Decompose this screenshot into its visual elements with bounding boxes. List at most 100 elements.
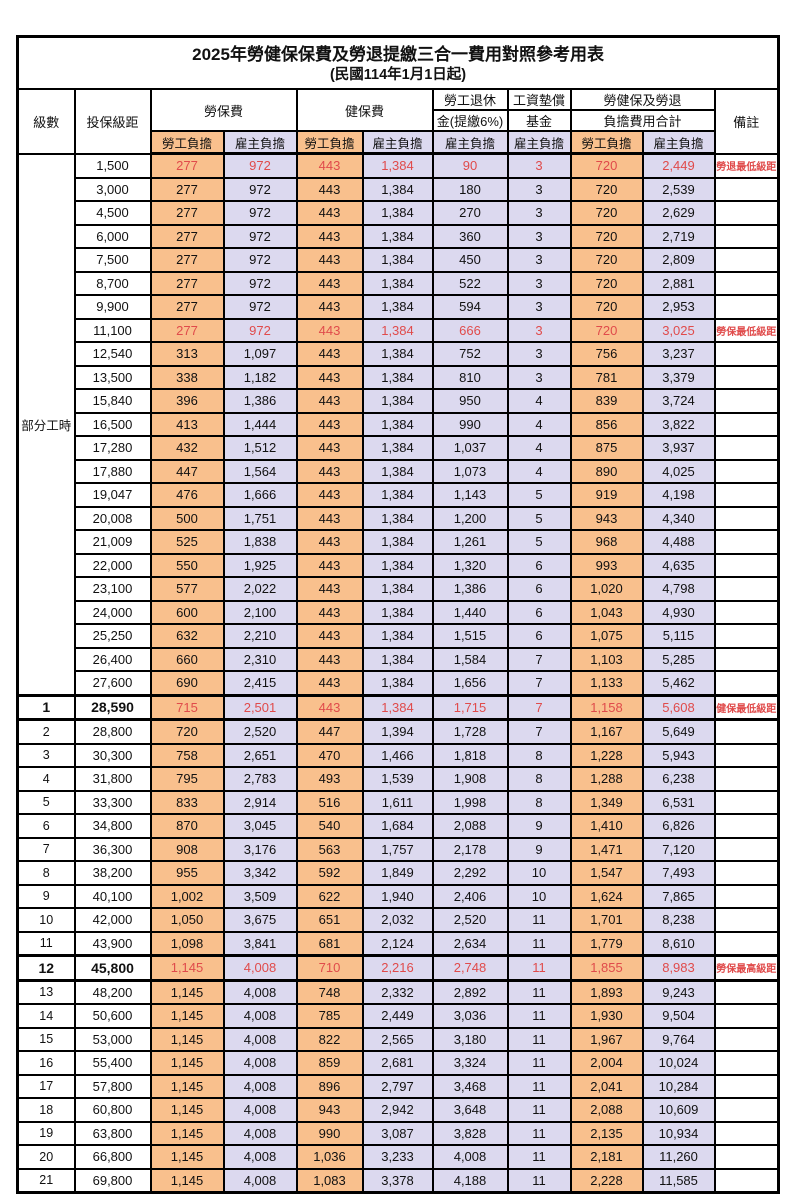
value-cell: 7 <box>506 718 572 745</box>
value-cell: 720 <box>569 176 644 202</box>
value-cell: 3 <box>506 341 572 367</box>
value-cell: 890 <box>569 458 644 484</box>
value-cell: 443 <box>295 341 364 367</box>
table-row: 1 28,590 715 2,501 443 1,384 1,715 7 1,158 5,608 健… <box>16 693 780 721</box>
col-header-total-line2: 負擔費用合計 <box>569 109 716 132</box>
header-row-2: 金(提繳6%) 基金 負擔費用合計 <box>18 109 779 132</box>
value-cell: 1,261 <box>431 529 509 555</box>
value-cell: 11 <box>506 1144 572 1170</box>
value-cell: 1,200 <box>431 505 509 531</box>
value-cell: 870 <box>149 813 225 839</box>
value-cell: 908 <box>149 836 225 862</box>
bracket-cell: 23,100 <box>73 576 152 602</box>
table-row: 4 31,800 795 2,783 493 1,539 1,908 8 1,288 6,238 <box>16 766 780 792</box>
bracket-cell: 17,280 <box>73 435 152 461</box>
value-cell: 1,384 <box>361 341 434 367</box>
value-cell: 5,115 <box>641 623 716 649</box>
value-cell: 2,783 <box>222 766 298 792</box>
value-cell: 972 <box>222 270 298 296</box>
table-body: 部分工時 1,500 277 972 443 1,384 90 3 720 2,449 勞退最低級距… <box>16 152 780 1194</box>
value-cell: 4,635 <box>641 552 716 578</box>
value-cell: 2,892 <box>431 979 509 1005</box>
value-cell: 2,041 <box>569 1073 644 1099</box>
value-cell: 2,216 <box>361 954 434 982</box>
value-cell: 1,384 <box>361 317 434 343</box>
value-cell: 1,466 <box>361 742 434 768</box>
bracket-cell: 24,000 <box>73 599 152 625</box>
value-cell: 3 <box>506 270 572 296</box>
value-cell: 3 <box>506 294 572 320</box>
value-cell: 710 <box>295 954 364 982</box>
value-cell: 3,036 <box>431 1003 509 1029</box>
value-cell: 11 <box>506 1026 572 1052</box>
value-cell: 3,233 <box>361 1144 434 1170</box>
value-cell: 443 <box>295 552 364 578</box>
value-cell: 516 <box>295 789 364 815</box>
table-row: 16,500 413 1,444 443 1,384 990 4 856 3,822 <box>18 411 780 437</box>
value-cell: 6 <box>506 576 572 602</box>
remark-cell <box>713 1120 780 1146</box>
level-cell: 3 <box>16 742 76 768</box>
subheader-total-employer: 雇主負擔 <box>641 130 716 155</box>
value-cell: 875 <box>569 435 644 461</box>
remark-cell <box>713 599 780 625</box>
value-cell: 1,384 <box>361 388 434 414</box>
value-cell: 1,384 <box>361 411 434 437</box>
value-cell: 443 <box>295 482 364 508</box>
value-cell: 1,384 <box>361 599 434 625</box>
page-title: 2025年勞健保保費及勞退提繳三合一費用對照參考用表 <box>192 44 604 64</box>
value-cell: 1,384 <box>361 364 434 390</box>
value-cell: 651 <box>295 907 364 933</box>
value-cell: 5 <box>506 529 572 555</box>
value-cell: 758 <box>149 742 225 768</box>
value-cell: 1,908 <box>431 766 509 792</box>
table-row: 25,250 632 2,210 443 1,384 1,515 6 1,075 5,115 <box>18 623 780 649</box>
bracket-cell: 8,700 <box>73 270 152 296</box>
value-cell: 2,415 <box>222 670 298 696</box>
value-cell: 4,198 <box>641 482 716 508</box>
value-cell: 7,493 <box>641 860 716 886</box>
level-cell: 19 <box>16 1120 76 1146</box>
value-cell: 2,100 <box>222 599 298 625</box>
value-cell: 1,098 <box>149 930 225 957</box>
value-cell: 277 <box>149 247 225 273</box>
col-header-remark: 備註 <box>713 88 780 155</box>
remark-cell <box>713 176 780 202</box>
remark-cell <box>713 670 780 696</box>
table-row: 6 34,800 870 3,045 540 1,684 2,088 9 1,410 6,826 <box>16 813 780 839</box>
value-cell: 1,145 <box>149 1026 225 1052</box>
value-cell: 1,624 <box>569 883 644 909</box>
value-cell: 11 <box>506 1073 572 1099</box>
value-cell: 1,471 <box>569 836 644 862</box>
bracket-cell: 25,250 <box>73 623 152 649</box>
remark-cell <box>713 247 780 273</box>
value-cell: 990 <box>295 1120 364 1146</box>
bracket-cell: 7,500 <box>73 247 152 273</box>
value-cell: 2,914 <box>222 789 298 815</box>
value-cell: 1,083 <box>295 1167 364 1194</box>
value-cell: 1,701 <box>569 907 644 933</box>
value-cell: 795 <box>149 766 225 792</box>
value-cell: 443 <box>295 646 364 672</box>
value-cell: 277 <box>149 223 225 249</box>
value-cell: 443 <box>295 529 364 555</box>
value-cell: 1,384 <box>361 152 434 179</box>
value-cell: 822 <box>295 1026 364 1052</box>
remark-cell <box>713 646 780 672</box>
value-cell: 1,143 <box>431 482 509 508</box>
value-cell: 968 <box>569 529 644 555</box>
value-cell: 563 <box>295 836 364 862</box>
bracket-cell: 12,540 <box>73 341 152 367</box>
value-cell: 1,097 <box>222 341 298 367</box>
remark-cell <box>713 576 780 602</box>
remark-cell <box>713 907 780 933</box>
bracket-cell: 27,600 <box>73 670 152 696</box>
col-header-wage-fund-line1: 工資墊償 <box>506 88 572 111</box>
value-cell: 1,715 <box>431 693 509 721</box>
value-cell: 443 <box>295 317 364 343</box>
level-cell: 17 <box>16 1073 76 1099</box>
value-cell: 943 <box>295 1097 364 1123</box>
level-cell: 16 <box>16 1050 76 1076</box>
value-cell: 1,818 <box>431 742 509 768</box>
remark-cell: 勞保最低級距 <box>713 317 780 343</box>
